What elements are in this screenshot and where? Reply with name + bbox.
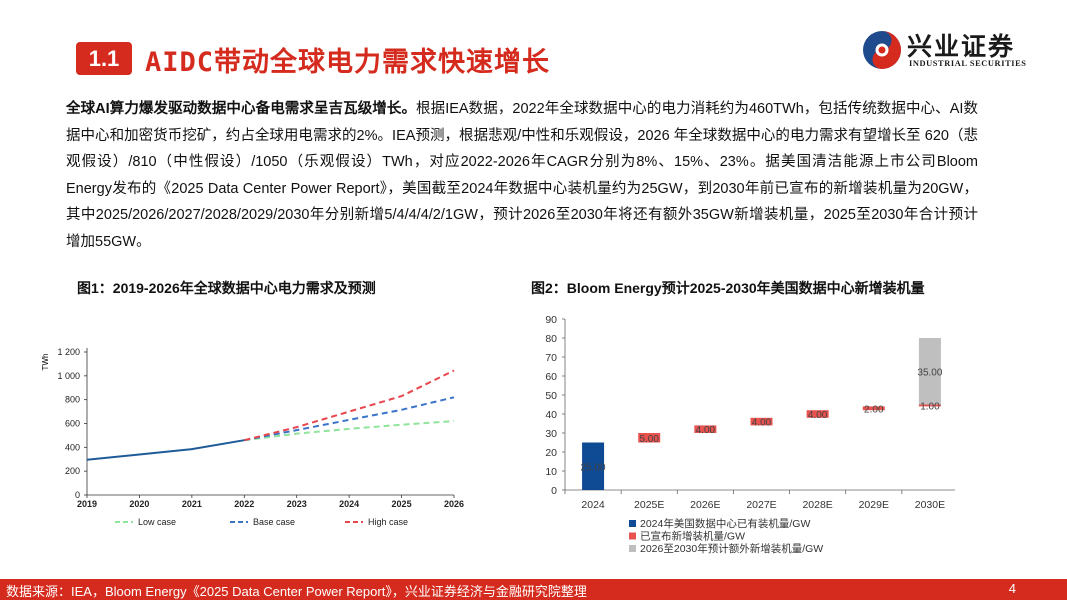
page-title: AIDC带动全球电力需求快速增长: [145, 47, 551, 78]
paragraph-body: 根据IEA数据，2022年全球数据中心的电力消耗约为460TWh，包括传统数据中…: [66, 101, 978, 250]
chart1-legend-label: Base case: [253, 517, 295, 527]
chart2-y-tick-label: 80: [545, 333, 557, 345]
chart1-y-tick-label: 800: [65, 395, 80, 405]
chart1-x-tick-label: 2024: [339, 499, 359, 509]
chart2-bar: [918, 338, 941, 405]
chart2-x-tick-label: 2028E: [802, 499, 832, 511]
chart2-bar: [750, 417, 773, 426]
body-paragraph: 全球AI算力爆发驱动数据中心备电需求呈吉瓦级增长。根据IEA数据，2022年全球…: [66, 96, 978, 255]
chart2-data-label: 25.00: [581, 462, 606, 473]
chart2-y-tick-label: 0: [551, 485, 557, 497]
chart2-x-tick-label: 2026E: [690, 499, 720, 511]
chart2-data-label: 35.00: [917, 367, 942, 378]
chart2-legend-label: 已宣布新增装机量/GW: [640, 530, 745, 543]
chart1-y-tick-label: 200: [65, 466, 80, 476]
chart1-y-tick-label: 1 200: [57, 347, 80, 357]
chart1-legend-label: Low case: [138, 517, 176, 527]
chart1-series-line-base-case: [244, 396, 455, 442]
chart2-x-tick-label: 2027E: [746, 499, 776, 511]
chart1-series-line-high-case: [244, 369, 455, 442]
chart2-y-tick-label: 50: [545, 390, 557, 402]
chart2-bar: [638, 433, 661, 443]
chart2-legend-swatch: [629, 532, 636, 540]
chart1-series-line-low-case: [244, 420, 455, 442]
chart1-y-tick-label: 600: [65, 419, 80, 429]
footer-bar: 数据来源：IEA，Bloom Energy《2025 Data Center P…: [0, 579, 1067, 600]
chart2-legend-label: 2026至2030年预计额外新增装机量/GW: [640, 542, 823, 555]
chart2-x-tick-label: 2025E: [634, 499, 664, 511]
chart1-x-tick-label: 2021: [182, 499, 202, 509]
chart2-data-label: 2.00: [864, 404, 884, 415]
chart1-x-tick-label: 2025: [392, 499, 412, 509]
chart2-x-tick-label: 2029E: [859, 499, 889, 511]
chart1-x-tick-label: 2022: [234, 499, 254, 509]
page-number: 4: [1008, 581, 1016, 596]
chart2-data-label: 4.00: [752, 418, 772, 429]
logo-chinese-name: 兴业证券: [907, 32, 1016, 61]
chart2-bar: [582, 442, 605, 490]
logo-emblem-icon: [863, 31, 901, 69]
logo-english-name: INDUSTRIAL SECURITIES: [909, 59, 1027, 68]
chart1-y-tick-label: 0: [75, 490, 80, 500]
us-datacenter-capacity-chart: 0 10 20 30 40 50 60 70 80 90 2024 2025E 2026E 2027E 20…: [545, 314, 955, 555]
footer-source: 数据来源：IEA，Bloom Energy《2025 Data Center P…: [6, 584, 587, 599]
chart1-x-tick-label: 2023: [287, 499, 307, 509]
chart1-legend-label: High case: [368, 517, 408, 527]
chart2-legend-label: 2024年美国数据中心已有装机量/GW: [640, 517, 810, 530]
chart2-y-tick-label: 60: [545, 371, 557, 383]
chart2-data-label: 5.00: [639, 434, 659, 445]
paragraph-lead: 全球AI算力爆发驱动数据中心备电需求呈吉瓦级增长。: [66, 101, 417, 117]
chart2-y-tick-label: 70: [545, 352, 557, 364]
chart1-x-tick-label: 2026: [444, 499, 464, 509]
chart2-data-label: 4.00: [808, 410, 828, 421]
chart1-x-tick-label: 2020: [129, 499, 149, 509]
company-logo: 兴业证券 INDUSTRIAL SECURITIES: [862, 30, 1042, 72]
chart2-x-tick-label: 2030E: [915, 499, 945, 511]
chart1-x-tick-label: 2019: [77, 499, 97, 509]
chart2-legend-swatch: [629, 520, 636, 527]
chart2-y-tick-label: 30: [545, 428, 557, 440]
chart2-legend-swatch: [629, 545, 636, 552]
chart1-y-axis-label: TWh: [41, 354, 50, 371]
chart2-data-label: 1.00: [920, 401, 940, 412]
chart2-bar: [918, 404, 941, 407]
figure2-title: 图2：Bloom Energy预计2025-2030年美国数据中心新增装机量: [531, 280, 925, 296]
section-number-badge: 1.1: [76, 42, 132, 75]
chart1-y-tick-label: 400: [65, 442, 80, 452]
chart2-y-tick-label: 40: [545, 409, 557, 421]
chart2-bar: [862, 406, 885, 411]
chart1-y-tick-label: 1 000: [57, 371, 80, 381]
chart2-data-label: 4.00: [696, 425, 716, 436]
chart2-bar: [694, 425, 717, 433]
chart2-y-tick-label: 90: [545, 314, 557, 326]
chart1-historical-line: [86, 439, 245, 461]
figure1-title: 图1：2019-2026年全球数据中心电力需求及预测: [77, 280, 376, 296]
chart2-y-tick-label: 10: [545, 466, 557, 478]
chart2-y-tick-label: 20: [545, 447, 557, 459]
chart2-x-tick-label: 2024: [581, 499, 605, 511]
global-datacenter-power-demand-chart: TWh 0 200 400 600 800 1 000 1 200 2019 2020 2021 20…: [41, 347, 464, 527]
chart2-bar: [806, 410, 829, 418]
